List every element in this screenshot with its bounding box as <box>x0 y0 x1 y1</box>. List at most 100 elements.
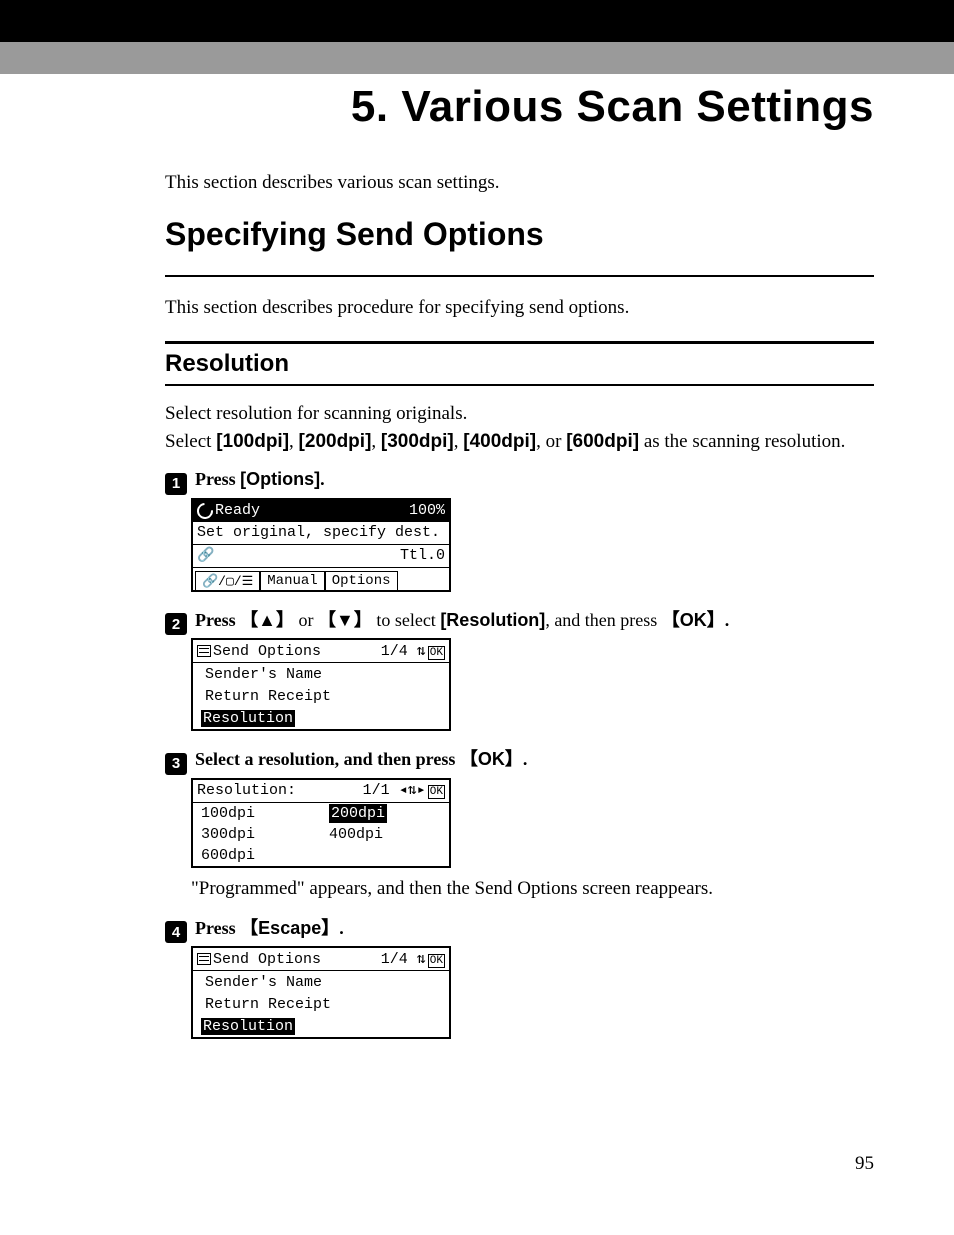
s2-or: or <box>294 610 318 630</box>
s1-options-key: [Options] <box>240 469 320 489</box>
step-1-text: Press [Options]. <box>195 469 325 490</box>
lcd3-empty <box>321 845 449 866</box>
lcd2-item3-selected: Resolution <box>193 707 449 729</box>
step-2-text: Press 【▲】 or 【▼】 to select [Resolution],… <box>195 606 729 632</box>
lcd3-header: Resolution: 1/1 ◂⇅▸OK <box>193 780 449 803</box>
content-area: This section describes various scan sett… <box>0 172 954 1039</box>
lcd3-400dpi: 400dpi <box>321 824 449 845</box>
line2-a: Select <box>165 431 216 452</box>
lcd-screen-ready: Ready 100% Set original, specify dest. 🔗… <box>191 498 451 592</box>
lcd2-title: Send Options <box>213 644 321 659</box>
lcd1-line3: 🔗 Ttl.0 <box>193 544 449 567</box>
s1-a: Press <box>195 469 240 489</box>
s4-c: . <box>339 918 344 938</box>
lcd2-item1: Sender's Name <box>193 663 449 685</box>
ok-key-icon: 【OK】 <box>460 749 523 769</box>
lcd3-300dpi: 300dpi <box>193 824 321 845</box>
lcd1-tab-manual: Manual <box>260 571 324 591</box>
lcd1-pct: 100% <box>409 503 445 518</box>
s2-b: to select <box>372 610 440 630</box>
step-4-text: Press 【Escape】. <box>195 914 344 940</box>
lcd3-title: Resolution: <box>197 783 296 798</box>
lcd3-100dpi: 100dpi <box>193 803 321 824</box>
step-number-3: 3 <box>165 753 187 775</box>
lcd4-item3-selected: Resolution <box>193 1015 449 1037</box>
s1-c: . <box>320 469 325 489</box>
lcd2-page: 1/4 ⇅OK <box>381 644 445 659</box>
lcd4-header: Send Options 1/4 ⇅OK <box>193 948 449 971</box>
chapter-title: 5. Various Scan Settings <box>0 74 954 172</box>
updown-icon: ⇅ <box>417 951 426 968</box>
lcd-screen-sendoptions-2: Send Options 1/4 ⇅OK Sender's Name Retur… <box>191 946 451 1039</box>
lcd3-200dpi-selected: 200dpi <box>321 803 449 824</box>
s2-resolution-key: [Resolution] <box>440 610 545 630</box>
intro-text: This section describes various scan sett… <box>165 172 874 194</box>
subsection-line1: Select resolution for scanning originals… <box>165 400 874 428</box>
s3-c: . <box>523 749 528 769</box>
step-number-4: 4 <box>165 921 187 943</box>
lcd4-item2: Return Receipt <box>193 993 449 1015</box>
lcd4-page: 1/4 ⇅OK <box>381 952 445 967</box>
updown-icon: ⇅ <box>417 643 426 660</box>
list-icon <box>197 953 211 965</box>
lcd1-tab-options: Options <box>325 571 398 591</box>
line2-b: as the scanning resolution. <box>639 431 845 452</box>
lcd3-page: 1/1 ◂⇅▸OK <box>363 783 445 798</box>
step-3-text: Select a resolution, and then press 【OK】… <box>195 745 527 771</box>
s2-d: , and then press <box>545 610 661 630</box>
link-icon: 🔗 <box>197 549 214 563</box>
section-heading: Specifying Send Options <box>165 216 874 253</box>
lcd-screen-resolution: Resolution: 1/1 ◂⇅▸OK 100dpi 200dpi 300d… <box>191 778 451 868</box>
ok-indicator: OK <box>428 646 445 660</box>
lcd-screen-sendoptions-1: Send Options 1/4 ⇅OK Sender's Name Retur… <box>191 638 451 731</box>
lcd1-icons-tab: 🔗/▢/☰ <box>195 571 260 591</box>
ok-indicator: OK <box>428 954 445 968</box>
lcd1-line2: Set original, specify dest. <box>193 522 449 544</box>
step3-result-text: "Programmed" appears, and then the Send … <box>191 878 874 900</box>
step-2: 2 Press 【▲】 or 【▼】 to select [Resolution… <box>165 606 874 633</box>
s2-f: . <box>725 610 730 630</box>
s3-a: Select a resolution, and then press <box>195 749 460 769</box>
ready-icon <box>194 499 217 522</box>
comma: , <box>371 431 381 452</box>
lcd4-item1: Sender's Name <box>193 971 449 993</box>
up-arrow-icon: 【▲】 <box>240 610 294 630</box>
step-number-1: 1 <box>165 473 187 495</box>
or-text: , or <box>536 431 566 452</box>
comma: , <box>289 431 299 452</box>
list-icon <box>197 645 211 657</box>
lcd1-header: Ready 100% <box>193 500 449 522</box>
lcd3-600dpi: 600dpi <box>193 845 321 866</box>
section-heading-rule: Specifying Send Options <box>165 216 874 277</box>
opt-600dpi: [600dpi] <box>566 431 639 452</box>
escape-key-icon: 【Escape】 <box>240 918 339 938</box>
lcd2-header: Send Options 1/4 ⇅OK <box>193 640 449 663</box>
step-number-2: 2 <box>165 613 187 635</box>
comma: , <box>454 431 464 452</box>
nav-arrows-icon: ◂⇅▸ <box>399 782 426 799</box>
lcd2-item2: Return Receipt <box>193 685 449 707</box>
down-arrow-icon: 【▼】 <box>318 610 372 630</box>
lcd4-title: Send Options <box>213 952 321 967</box>
step-1: 1 Press [Options]. <box>165 469 874 492</box>
section-desc: This section describes procedure for spe… <box>165 297 874 319</box>
subsection-line2: Select [100dpi], [200dpi], [300dpi], [40… <box>165 428 874 456</box>
lcd1-tabs: 🔗/▢/☰ Manual Options <box>193 567 449 590</box>
ok-key-icon: 【OK】 <box>662 610 725 630</box>
lcd1-ready: Ready <box>215 503 260 518</box>
opt-400dpi: [400dpi] <box>463 431 536 452</box>
opt-100dpi: [100dpi] <box>216 431 289 452</box>
s4-a: Press <box>195 918 240 938</box>
step-3: 3 Select a resolution, and then press 【O… <box>165 745 874 772</box>
ok-indicator: OK <box>428 785 445 799</box>
subsection-heading: Resolution <box>165 350 874 378</box>
subsection-heading-rule: Resolution <box>165 341 874 386</box>
opt-300dpi: [300dpi] <box>381 431 454 452</box>
header-gray-bar <box>0 42 954 74</box>
page-number: 95 <box>855 1153 874 1175</box>
lcd1-ttl: Ttl.0 <box>400 548 445 563</box>
page: 5. Various Scan Settings This section de… <box>0 0 954 1235</box>
s2-a: Press <box>195 610 240 630</box>
lcd3-grid: 100dpi 200dpi 300dpi 400dpi 600dpi <box>193 803 449 866</box>
opt-200dpi: [200dpi] <box>299 431 372 452</box>
